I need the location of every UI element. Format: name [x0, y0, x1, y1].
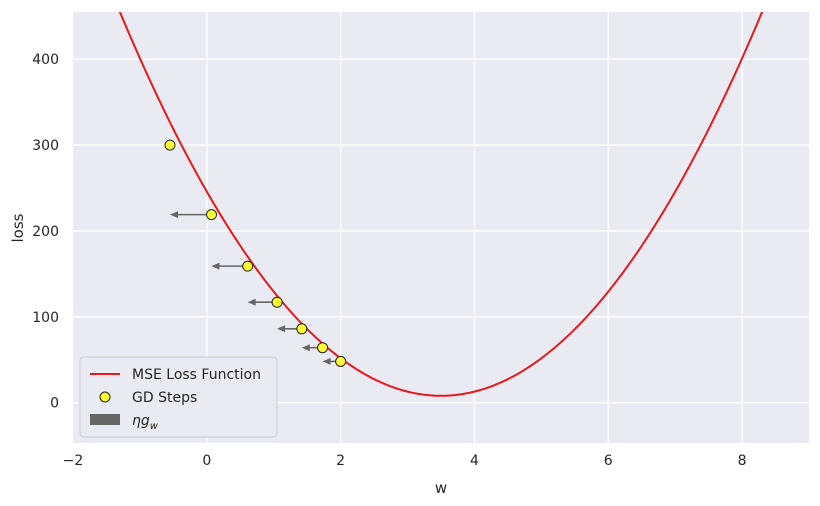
y-tick-label: 300: [32, 138, 59, 154]
gd-steps-layer: [164, 139, 347, 367]
x-tick-labels: −2 0 2 4 6 8: [63, 453, 747, 469]
legend-label-arrows-main: ηg: [132, 413, 150, 429]
x-tick-label: 4: [470, 453, 479, 469]
x-axis-label: w: [435, 479, 447, 497]
legend-label-arrows-sub: w: [150, 421, 159, 432]
legend-marker-swatch: [99, 391, 111, 403]
gd-step-point: [206, 209, 218, 221]
y-tick-label: 100: [32, 310, 59, 326]
x-tick-label: −2: [63, 453, 84, 469]
x-tick-label: 2: [336, 453, 345, 469]
gradient-arrow: [170, 211, 212, 219]
gd-step-point: [271, 296, 283, 308]
gd-step-point: [317, 342, 329, 354]
y-axis-label: loss: [9, 213, 27, 242]
legend-arrow-swatch: [90, 414, 120, 425]
x-tick-label: 8: [738, 453, 747, 469]
legend-label-arrows: ηgw: [132, 413, 159, 432]
y-tick-label: 400: [32, 52, 59, 68]
x-tick-label: 0: [202, 453, 211, 469]
gd-step-point: [335, 355, 347, 367]
y-tick-label: 200: [32, 224, 59, 240]
grid-lines: [73, 12, 809, 443]
legend-label-curve: MSE Loss Function: [132, 367, 261, 383]
y-tick-label: 0: [50, 396, 59, 412]
mse-loss-curve: [118, 12, 764, 397]
legend: MSE Loss Function GD Steps ηgw: [79, 356, 278, 438]
legend-box: [79, 356, 278, 438]
x-tick-label: 6: [604, 453, 613, 469]
gd-step-point: [296, 323, 308, 335]
gd-step-point: [242, 260, 254, 272]
legend-label-steps: GD Steps: [132, 390, 197, 406]
gd-step-point: [164, 139, 176, 151]
loss-curve-layer: [118, 12, 764, 397]
y-tick-labels: 0 100 200 300 400: [32, 52, 59, 411]
